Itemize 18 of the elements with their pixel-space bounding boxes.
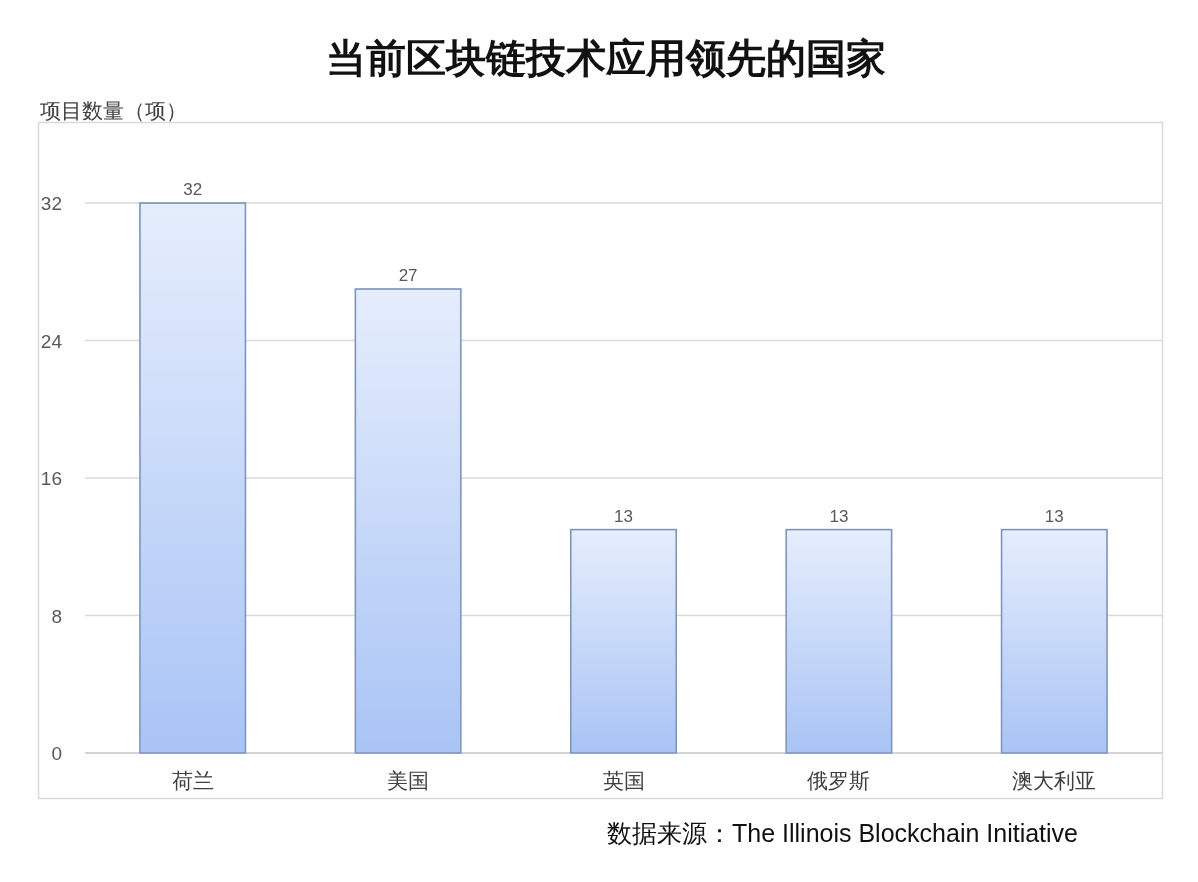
ytick: 8 xyxy=(51,605,62,627)
data-label: 13 xyxy=(614,506,633,526)
ytick: 24 xyxy=(40,330,62,352)
ytick: 0 xyxy=(51,743,62,764)
ytick: 32 xyxy=(40,193,62,214)
xtick: 英国 xyxy=(602,769,645,792)
data-label: 13 xyxy=(829,506,849,526)
annotation: 数据来源：The Illinois Blockchain Initiative xyxy=(607,819,1078,847)
xtick: 俄罗斯 xyxy=(807,769,871,792)
xtick: 荷兰 xyxy=(171,769,214,792)
data-label: 32 xyxy=(183,180,203,199)
xtick: 美国 xyxy=(387,769,430,792)
data-label: 13 xyxy=(1044,506,1064,526)
ytick: 16 xyxy=(40,468,62,489)
ylabel: 项目数量（项） xyxy=(40,99,187,122)
data-label: 27 xyxy=(398,265,418,285)
xtick: 澳大利亚 xyxy=(1012,769,1097,792)
title: 当前区块链技术应用领先的国家 xyxy=(326,36,886,80)
